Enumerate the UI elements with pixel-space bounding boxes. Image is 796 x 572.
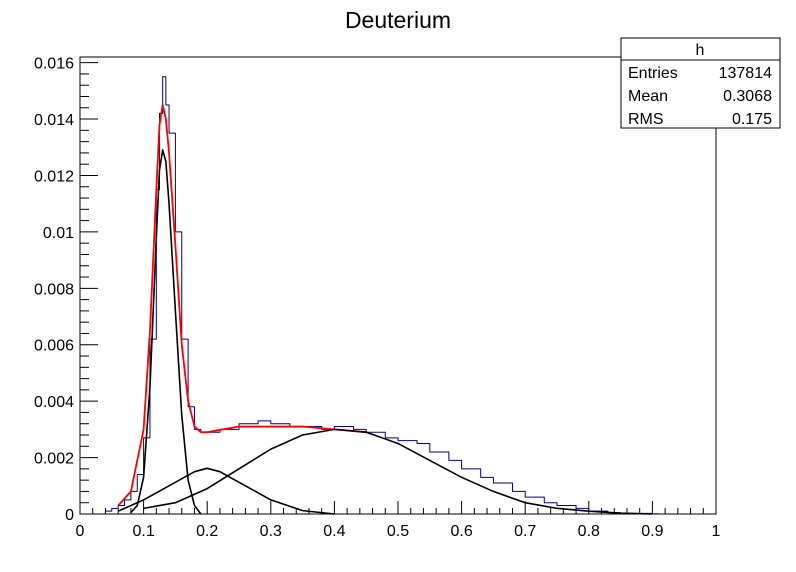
series-layer bbox=[104, 76, 659, 515]
x-tick-label: 0.7 bbox=[514, 523, 536, 540]
x-tick-label: 0.4 bbox=[323, 523, 345, 540]
x-tick-label: 1 bbox=[712, 523, 721, 540]
stats-rms-value: 0.175 bbox=[732, 111, 772, 128]
chart-title: Deuterium bbox=[345, 7, 451, 33]
stats-box-frame bbox=[620, 37, 781, 129]
x-tick-label: 0.9 bbox=[641, 523, 663, 540]
y-tick-label: 0.006 bbox=[34, 338, 74, 355]
stats-mean-value: 0.3068 bbox=[723, 88, 772, 105]
series-component-broad-line bbox=[143, 428, 653, 515]
x-tick-label: 0.3 bbox=[260, 523, 282, 540]
y-axis-tick-labels: 0 0.002 0.004 0.006 0.008 0.01 0.012 0.014 0.016 bbox=[34, 56, 74, 524]
y-tick-label: 0.004 bbox=[34, 394, 74, 411]
stats-box-name: h bbox=[696, 42, 705, 59]
x-tick-label: 0.8 bbox=[578, 523, 600, 540]
y-tick-label: 0.014 bbox=[34, 112, 74, 129]
stats-mean-label: Mean bbox=[628, 88, 668, 105]
stats-box: h Entries 137814 Mean 0.3068 RMS 0.175 bbox=[620, 37, 781, 129]
y-axis-ticks bbox=[80, 62, 98, 515]
x-tick-label: 0.6 bbox=[450, 523, 472, 540]
x-tick-label: 0.5 bbox=[387, 523, 409, 540]
y-tick-label: 0.016 bbox=[34, 56, 74, 73]
series-component-gaussian-line bbox=[117, 467, 335, 515]
x-tick-label: 0.2 bbox=[196, 523, 218, 540]
y-tick-label: 0.012 bbox=[34, 168, 74, 185]
x-axis-tick-labels: 0 0.1 0.2 0.3 0.4 0.5 0.6 0.7 0.8 0.9 1 bbox=[76, 523, 721, 540]
stats-entries-label: Entries bbox=[628, 65, 678, 82]
stats-entries-value: 137814 bbox=[719, 65, 772, 82]
y-tick-label: 0.01 bbox=[43, 225, 74, 242]
y-tick-label: 0.008 bbox=[34, 281, 74, 298]
x-tick-label: 0.1 bbox=[132, 523, 154, 540]
series-total-fit-line bbox=[117, 104, 367, 507]
y-tick-label: 0 bbox=[65, 507, 74, 524]
stats-rms-label: RMS bbox=[628, 111, 664, 128]
series-component-peak-line bbox=[130, 149, 202, 515]
x-tick-label: 0 bbox=[76, 523, 85, 540]
y-tick-label: 0.002 bbox=[34, 451, 74, 468]
